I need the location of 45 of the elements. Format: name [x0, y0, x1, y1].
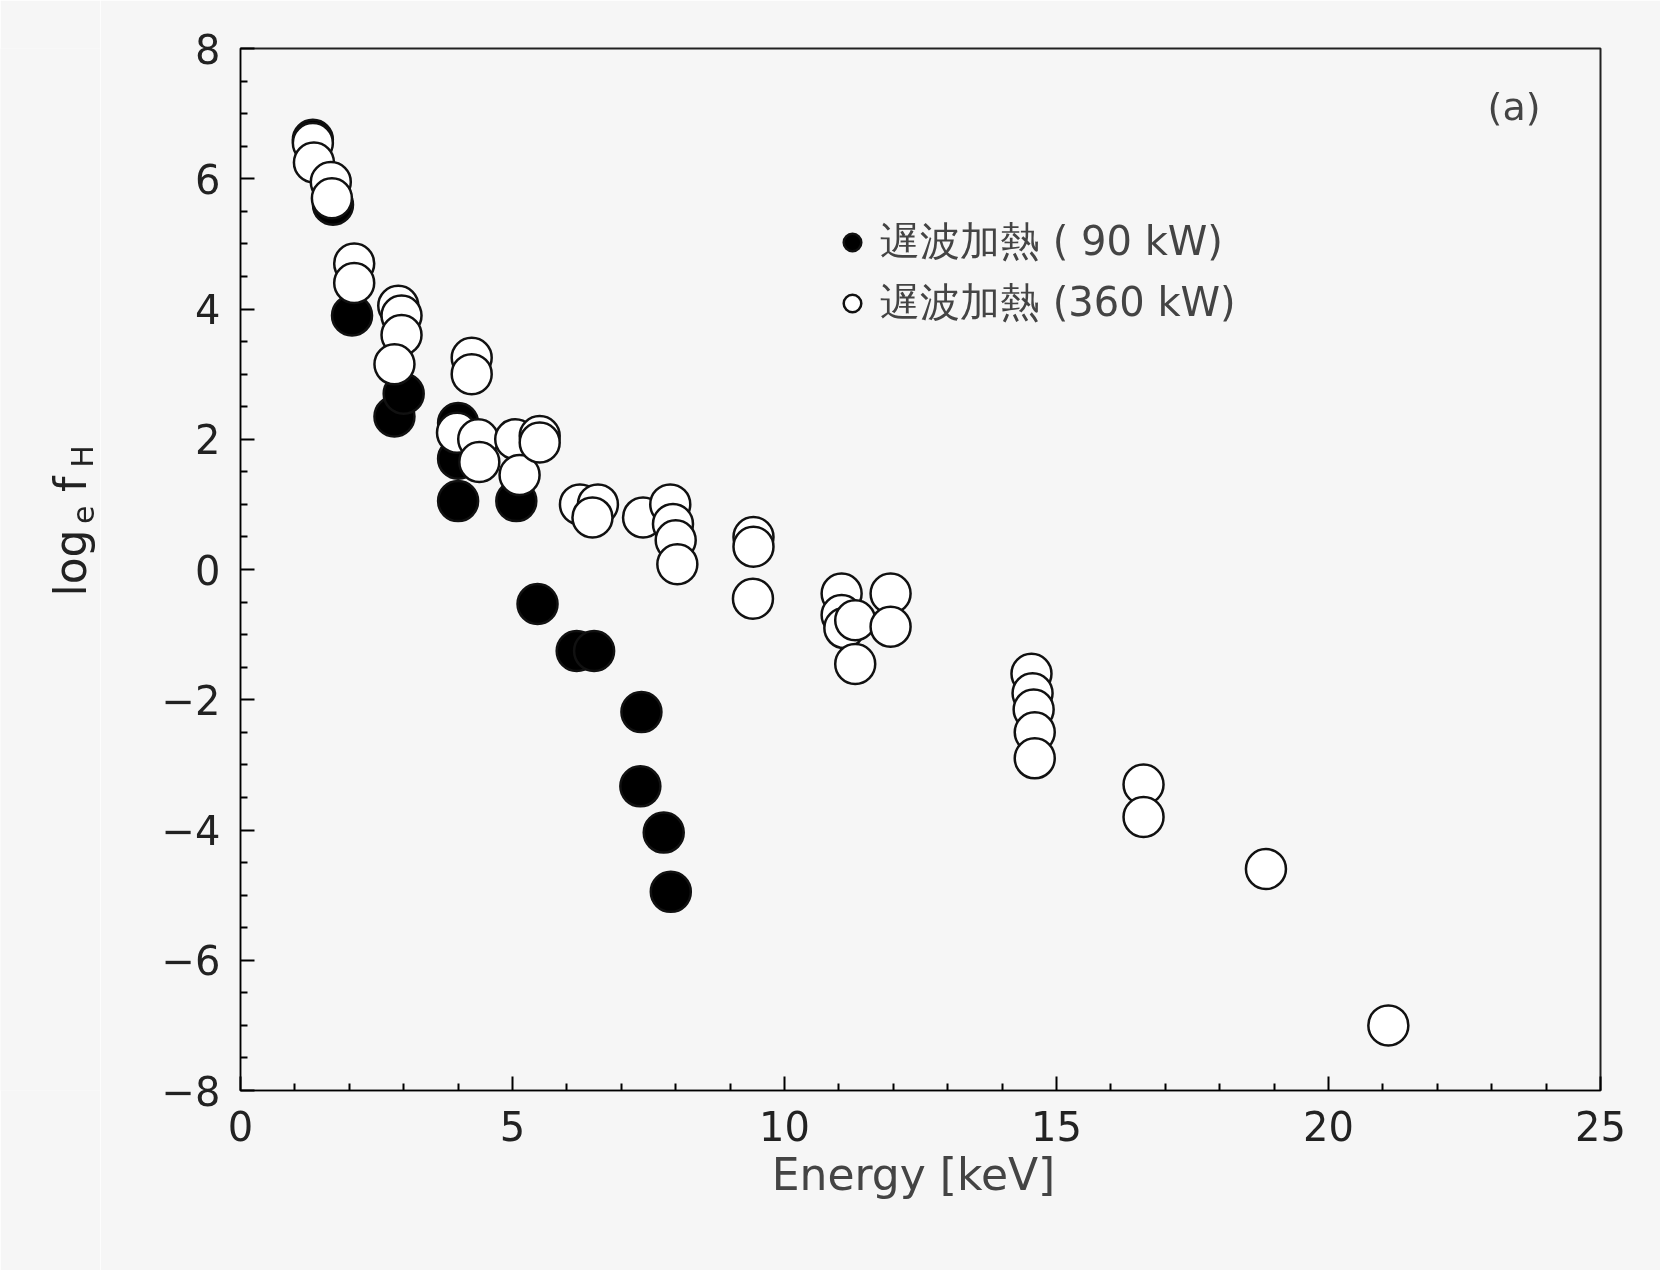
point: [1122, 795, 1165, 839]
y-tick-label: 0: [195, 547, 221, 594]
point: [619, 765, 662, 808]
point: [869, 605, 912, 649]
point: [516, 582, 559, 626]
point: [332, 261, 376, 305]
point: [518, 421, 561, 464]
point: [1244, 847, 1288, 891]
point: [572, 629, 616, 673]
point: [649, 870, 693, 914]
point: [656, 543, 699, 586]
y-tick-label: −4: [161, 808, 221, 854]
point: [731, 577, 775, 621]
y-tick-label: 8: [195, 26, 221, 73]
point: [1013, 737, 1056, 780]
point: [833, 599, 877, 642]
annotation: (a): [1487, 84, 1541, 129]
y-tick-label: −6: [161, 938, 221, 985]
y-tick-label: 2: [195, 417, 221, 464]
point: [1367, 1004, 1410, 1047]
y-tick-label: −8: [161, 1068, 221, 1115]
point: [833, 642, 877, 686]
x-axis-title: Energy [keV]: [771, 1148, 1056, 1200]
x-tick-label: 25: [1575, 1103, 1626, 1150]
x-tick-label: 15: [1031, 1103, 1082, 1150]
y-tick-label: 4: [195, 287, 221, 333]
point: [498, 453, 541, 497]
point: [373, 343, 416, 386]
legend-label: 遅波加熱 (360 kW): [880, 278, 1236, 327]
y-axis-title: loge fH: [45, 445, 101, 597]
x-tick-label: 10: [759, 1103, 810, 1150]
y-tick-label: 6: [195, 156, 221, 203]
point: [642, 811, 685, 854]
point: [620, 690, 663, 734]
point: [436, 479, 480, 523]
x-tick-label: 20: [1303, 1103, 1354, 1150]
x-tick-label: 5: [499, 1103, 526, 1150]
point: [458, 440, 501, 484]
point: [571, 496, 614, 539]
legend-label: 遅波加熱 ( 90 kW): [880, 217, 1223, 266]
point: [732, 525, 775, 568]
point: [450, 352, 493, 396]
x-tick-label: 0: [227, 1103, 254, 1150]
y-tick-label: −2: [161, 677, 221, 724]
point: [310, 177, 354, 220]
